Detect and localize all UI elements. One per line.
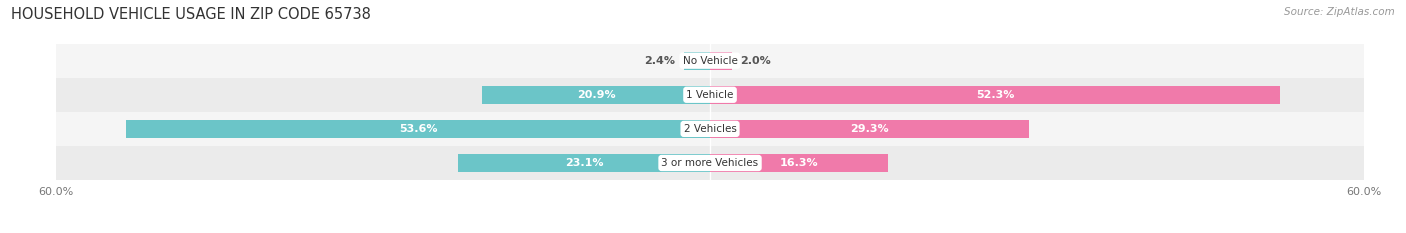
Bar [710,120,1029,138]
Text: 23.1%: 23.1% [565,158,603,168]
Text: HOUSEHOLD VEHICLE USAGE IN ZIP CODE 65738: HOUSEHOLD VEHICLE USAGE IN ZIP CODE 6573… [11,7,371,22]
Text: Source: ZipAtlas.com: Source: ZipAtlas.com [1284,7,1395,17]
Text: 2 Vehicles: 2 Vehicles [683,124,737,134]
Text: 53.6%: 53.6% [399,124,437,134]
Text: 3 or more Vehicles: 3 or more Vehicles [661,158,759,168]
Bar [56,146,1364,180]
Text: 16.3%: 16.3% [779,158,818,168]
Text: 2.4%: 2.4% [644,56,675,66]
Text: 29.3%: 29.3% [851,124,889,134]
Bar [56,112,1364,146]
Text: No Vehicle: No Vehicle [682,56,738,66]
Text: 20.9%: 20.9% [576,90,616,100]
Bar [482,86,710,104]
Bar [710,52,731,70]
Bar [683,52,710,70]
Bar [56,44,1364,78]
Bar [458,154,710,172]
Bar [127,120,710,138]
Text: 2.0%: 2.0% [741,56,772,66]
Bar [56,78,1364,112]
Text: 52.3%: 52.3% [976,90,1014,100]
Bar [710,154,887,172]
Bar [710,86,1279,104]
Text: 1 Vehicle: 1 Vehicle [686,90,734,100]
